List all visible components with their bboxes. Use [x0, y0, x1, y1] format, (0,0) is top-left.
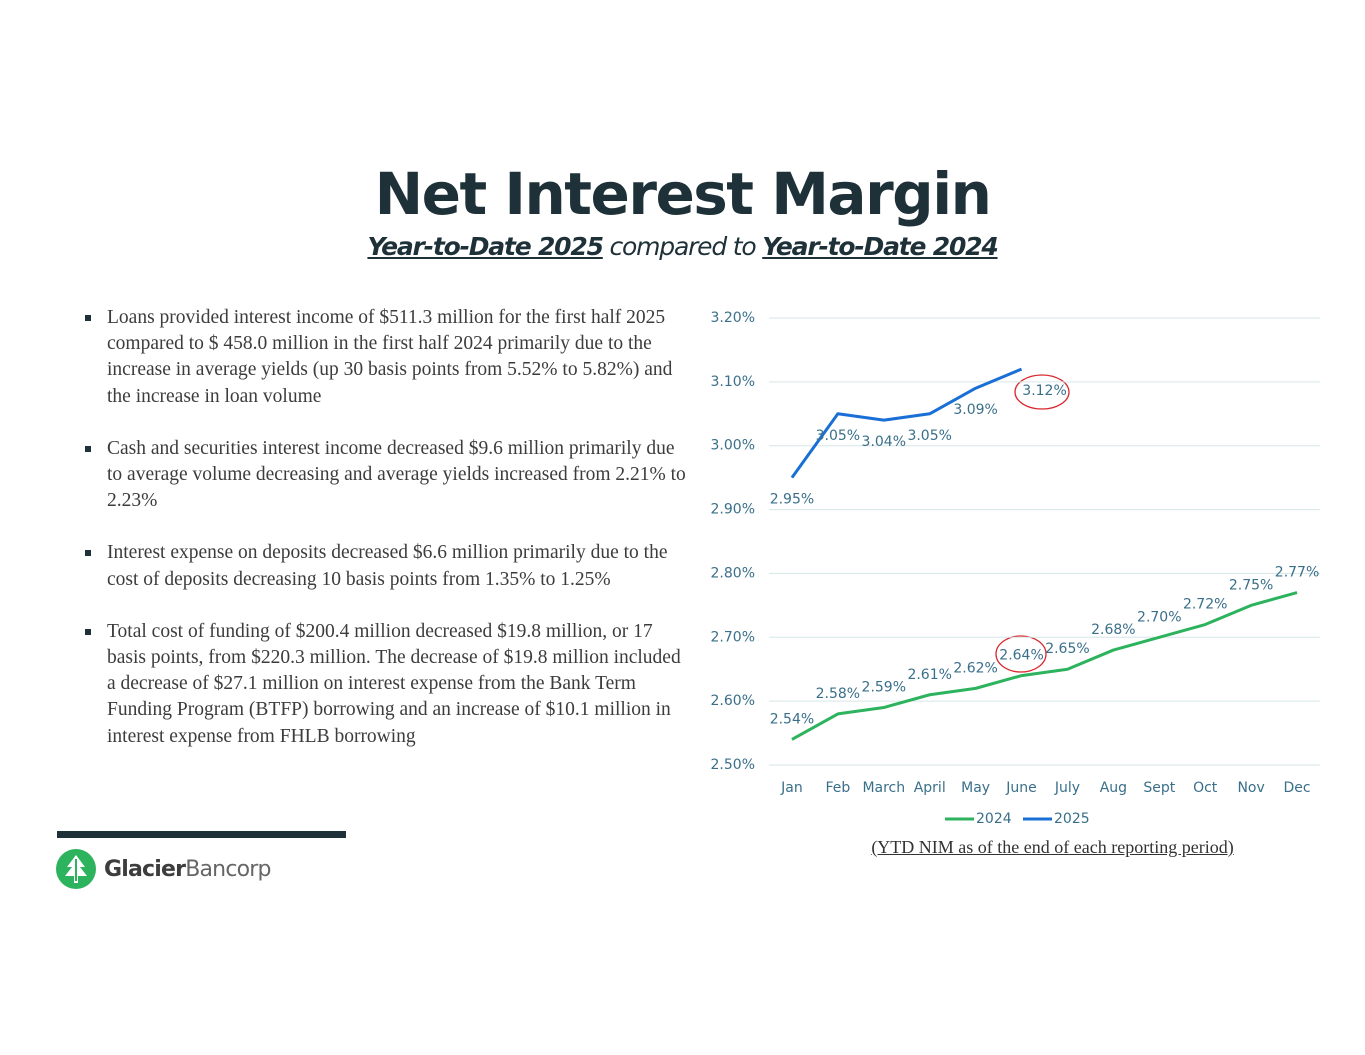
logo-name: Glacier [104, 856, 186, 882]
y-tick-label: 2.80% [711, 565, 755, 581]
x-tick-label: March [862, 780, 905, 796]
legend-label: 2025 [1054, 811, 1090, 827]
data-label: 3.12% [1022, 383, 1066, 399]
bullet: Total cost of funding of $200.4 million … [85, 619, 692, 750]
data-label: 3.04% [862, 434, 906, 450]
x-tick-label: Aug [1100, 780, 1127, 796]
y-tick-label: 3.10% [711, 374, 755, 390]
bullet: Interest expense on deposits decreased $… [85, 540, 692, 592]
x-tick-label: June [1005, 780, 1037, 796]
data-label: 2.62% [953, 660, 997, 676]
x-tick-label: July [1054, 780, 1080, 796]
data-label: 3.09% [953, 402, 997, 418]
divider [57, 831, 346, 838]
subtitle-part: compared to [602, 232, 763, 261]
data-label: 2.59% [862, 680, 906, 696]
bullet-list: Loans provided interest income of $511.3… [84, 305, 692, 776]
highlight-circle [1014, 374, 1070, 410]
y-tick-label: 2.60% [711, 693, 755, 709]
data-label: 3.05% [907, 428, 951, 444]
x-tick-label: Dec [1283, 780, 1310, 796]
data-label: 2.68% [1091, 622, 1135, 638]
x-tick-label: Oct [1193, 780, 1218, 796]
data-label: 2.65% [1045, 641, 1089, 657]
x-tick-label: Sept [1143, 780, 1175, 796]
data-label: 2.95% [770, 492, 814, 508]
series-line [790, 367, 1023, 479]
subtitle-part: Year-to-Date 2024 [762, 232, 999, 261]
data-label: 2.75% [1229, 577, 1273, 593]
legend-label: 2024 [976, 811, 1012, 827]
y-tick-label: 2.90% [711, 502, 755, 518]
y-tick-label: 2.50% [711, 757, 755, 773]
data-label: 2.70% [1137, 609, 1181, 625]
data-label: 2.58% [816, 686, 860, 702]
x-tick-label: April [914, 780, 946, 796]
y-tick-label: 3.00% [711, 438, 755, 454]
series-line [791, 591, 1298, 741]
x-tick-label: Nov [1237, 780, 1264, 796]
title: Net Interest Margin [374, 160, 992, 228]
y-tick-label: 2.70% [711, 629, 755, 645]
logo-icon [56, 849, 96, 889]
subtitle-part: Year-to-Date 2025 [367, 232, 604, 261]
logo: Glacier Bancorp [56, 849, 271, 889]
chart-caption: (YTD NIM as of the end of each reporting… [871, 837, 1234, 857]
x-tick-label: Feb [825, 780, 850, 796]
x-tick-label: May [961, 780, 990, 796]
y-tick-label: 3.20% [711, 310, 755, 326]
data-label: 3.05% [816, 428, 860, 444]
highlight-circle [995, 635, 1047, 673]
data-label: 2.64% [999, 648, 1043, 664]
data-label: 2.54% [770, 711, 814, 727]
x-tick-label: Jan [780, 780, 803, 796]
subtitle: Year-to-Date 2025 compared to Year-to-Da… [0, 232, 1365, 261]
bullet: Cash and securities interest income decr… [85, 436, 692, 515]
data-label: 2.72% [1183, 597, 1227, 613]
logo-suffix: Bancorp [185, 856, 271, 882]
data-label: 2.77% [1275, 565, 1319, 581]
bullet: Loans provided interest income of $511.3… [85, 305, 692, 410]
data-label: 2.61% [907, 667, 951, 683]
